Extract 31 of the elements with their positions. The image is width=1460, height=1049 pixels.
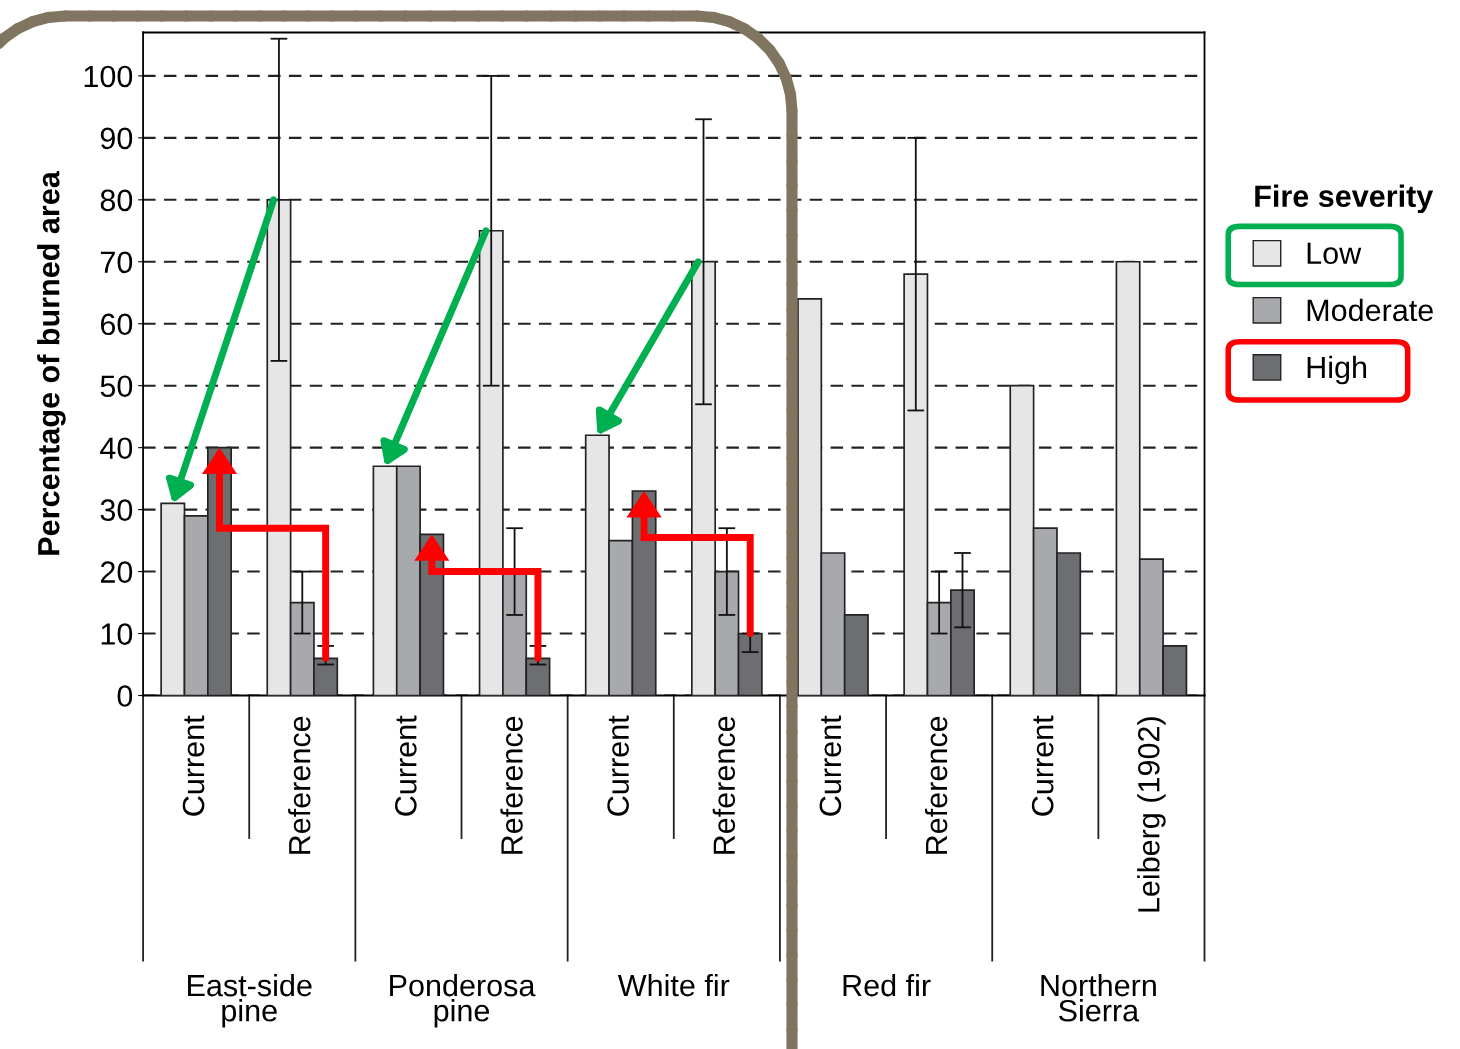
- x-tick-label: Reference: [712, 716, 736, 854]
- y-tick-label: 80: [100, 189, 133, 212]
- y-tick-label: 90: [100, 127, 133, 150]
- x-tick-label: Current: [182, 715, 205, 816]
- legend-label: Moderate: [1307, 298, 1433, 322]
- x-tick-label: Reference: [500, 716, 523, 854]
- y-tick-label: 70: [100, 251, 133, 274]
- y-tick-label: 40: [100, 437, 133, 460]
- legend-label: Low: [1307, 242, 1362, 265]
- y-tick-label: 30: [100, 499, 133, 521]
- y-tick-label: 10: [101, 623, 133, 645]
- legend-label: High: [1307, 355, 1367, 385]
- x-tick-label: Current: [395, 715, 417, 816]
- x-tick-label: Reference: [924, 716, 948, 854]
- x-tick-label: Current: [1031, 715, 1054, 816]
- y-tick-label: 20: [100, 561, 133, 583]
- legend-title: Fire severity: [1255, 184, 1434, 214]
- text: Northern Sierra: [1041, 973, 1156, 1022]
- text: White fir: [617, 973, 730, 997]
- y-tick-label: 0: [117, 685, 133, 707]
- x-tick-label: Reference: [288, 716, 311, 854]
- x-tick-label: Current: [819, 715, 842, 816]
- x-tick-label: Current: [607, 715, 629, 816]
- x-tick-label: Leiberg (1902): [1137, 717, 1166, 912]
- y-axis-title: Percentage of burned area: [37, 171, 66, 555]
- text: Ponderosa pine: [390, 973, 536, 1028]
- text: Red fir: [843, 973, 931, 997]
- y-tick-label: 50: [100, 375, 133, 398]
- y-tick-label: 60: [100, 313, 133, 336]
- y-tick-label: 100: [84, 65, 133, 88]
- text: East-side pine: [188, 973, 312, 1028]
